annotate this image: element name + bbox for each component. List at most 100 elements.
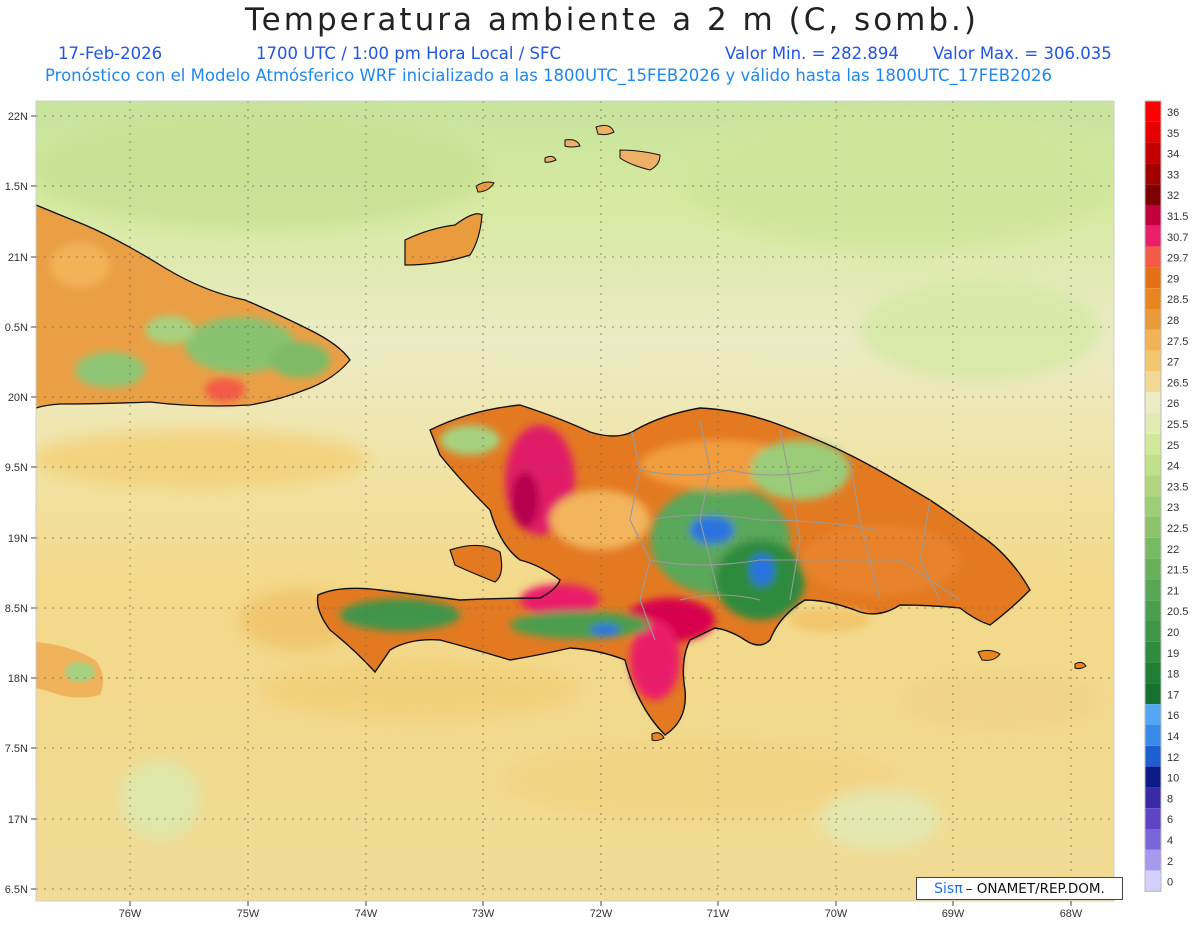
legend-swatch bbox=[1145, 101, 1161, 122]
legend-label: 22 bbox=[1167, 544, 1179, 556]
legend-label: 12 bbox=[1167, 752, 1179, 764]
legend-swatch bbox=[1145, 413, 1161, 434]
legend-swatch bbox=[1145, 121, 1161, 143]
legend-label: 21 bbox=[1167, 585, 1179, 597]
legend-label: 25.5 bbox=[1167, 419, 1188, 431]
map-title: Temperatura ambiente a 2 m (C, somb.) bbox=[245, 2, 979, 38]
legend-label: 26.5 bbox=[1167, 377, 1188, 389]
min-value: Valor Min. = 282.894 bbox=[725, 44, 899, 63]
legend-label: 0 bbox=[1167, 877, 1173, 889]
legend-label: 29.7 bbox=[1167, 253, 1188, 265]
legend-swatch bbox=[1145, 787, 1161, 809]
legend-swatch bbox=[1145, 579, 1161, 601]
turks-caicos-islands bbox=[544, 124, 661, 171]
lon-label: 71W bbox=[707, 908, 730, 920]
legend-label: 33 bbox=[1167, 169, 1179, 181]
legend-swatch bbox=[1145, 205, 1161, 226]
legend-swatch bbox=[1145, 641, 1161, 663]
legend-label: 27.5 bbox=[1167, 336, 1188, 348]
legend-label: 6 bbox=[1167, 814, 1173, 826]
credit-box: Sisπ – ONAMET/REP.DOM. bbox=[916, 877, 1123, 900]
legend-label: 29 bbox=[1167, 273, 1179, 285]
lon-label: 75W bbox=[237, 908, 260, 920]
lon-label: 74W bbox=[355, 908, 378, 920]
axis-ticks bbox=[31, 115, 1072, 906]
hispaniola-landmass bbox=[316, 404, 1031, 736]
legend-swatch bbox=[1145, 371, 1161, 393]
legend-swatch bbox=[1145, 496, 1161, 517]
legend-label: 35 bbox=[1167, 128, 1179, 140]
legend-swatch bbox=[1145, 517, 1161, 538]
lat-label: 22N bbox=[8, 111, 28, 123]
legend-label: 20 bbox=[1167, 627, 1179, 639]
field-layer bbox=[36, 101, 1114, 901]
lat-lon-grid bbox=[36, 101, 1114, 901]
legend-label: 32 bbox=[1167, 190, 1179, 202]
legend-label: 28.5 bbox=[1167, 294, 1188, 306]
legend-swatch bbox=[1145, 600, 1161, 621]
legend-label: 20.5 bbox=[1167, 606, 1188, 618]
legend-swatch bbox=[1145, 870, 1161, 892]
legend-label: 21.5 bbox=[1167, 565, 1188, 577]
legend-label: 16 bbox=[1167, 710, 1179, 722]
legend-swatch bbox=[1145, 454, 1161, 476]
sispi-logo: Sisπ bbox=[934, 880, 963, 897]
legend-label: 30.7 bbox=[1167, 232, 1188, 244]
latitude-labels: 22N 1.5N 21N 0.5N 20N 9.5N 19N 8.5N 18N … bbox=[5, 111, 28, 896]
lat-label: 8.5N bbox=[5, 603, 28, 615]
lon-label: 76W bbox=[119, 908, 142, 920]
legend-swatch bbox=[1145, 537, 1161, 559]
gonave-island bbox=[449, 544, 503, 583]
legend-swatch bbox=[1145, 225, 1161, 247]
beata-island bbox=[651, 732, 665, 742]
legend-swatch bbox=[1145, 329, 1161, 351]
province-boundaries bbox=[629, 419, 961, 641]
legend-label: 36 bbox=[1167, 107, 1179, 119]
small-island bbox=[475, 181, 495, 193]
legend-swatch bbox=[1145, 267, 1161, 289]
lon-label: 68W bbox=[1060, 908, 1083, 920]
legend-swatch bbox=[1145, 683, 1161, 705]
legend-label: 8 bbox=[1167, 793, 1173, 805]
model-run-info: Pronóstico con el Modelo Atmósferico WRF… bbox=[45, 66, 1053, 85]
legend-swatch bbox=[1145, 621, 1161, 642]
legend-swatch bbox=[1145, 829, 1161, 850]
longitude-labels: 76W 75W 74W 73W 72W 71W 70W 69W 68W bbox=[119, 908, 1083, 920]
map-frame bbox=[35, 100, 1115, 902]
inagua-island bbox=[404, 213, 483, 266]
lat-label: 9.5N bbox=[5, 462, 28, 474]
lon-label: 69W bbox=[942, 908, 965, 920]
legend-label: 25 bbox=[1167, 440, 1179, 452]
legend-swatch bbox=[1145, 475, 1161, 497]
lat-label: 1.5N bbox=[5, 181, 28, 193]
lat-label: 0.5N bbox=[5, 322, 28, 334]
legend-swatch bbox=[1145, 745, 1161, 767]
lon-label: 72W bbox=[590, 908, 613, 920]
legend-label: 31.5 bbox=[1167, 211, 1188, 223]
legend-label: 19 bbox=[1167, 648, 1179, 660]
legend-label: 14 bbox=[1167, 731, 1179, 743]
legend-swatch bbox=[1145, 246, 1161, 268]
legend-swatch bbox=[1145, 309, 1161, 330]
lat-label: 7.5N bbox=[5, 743, 28, 755]
valid-time: 1700 UTC / 1:00 pm Hora Local / SFC bbox=[256, 44, 562, 63]
legend-swatch bbox=[1145, 558, 1161, 580]
legend-border bbox=[1144, 100, 1162, 892]
legend-swatch bbox=[1145, 142, 1161, 164]
legend-label: 18 bbox=[1167, 669, 1179, 681]
mona-island bbox=[1074, 661, 1087, 670]
valid-date: 17-Feb-2026 bbox=[58, 44, 163, 63]
legend-swatch bbox=[1145, 662, 1161, 684]
max-value: Valor Max. = 306.035 bbox=[933, 44, 1112, 63]
legend-label: 27 bbox=[1167, 357, 1179, 369]
lat-label: 18N bbox=[8, 673, 28, 685]
legend-label: 10 bbox=[1167, 773, 1179, 785]
cuba-landmass bbox=[36, 204, 351, 409]
saona-island bbox=[977, 649, 1001, 661]
legend-swatch bbox=[1145, 433, 1161, 455]
legend-swatch bbox=[1145, 350, 1161, 372]
jamaica-landmass bbox=[36, 642, 104, 698]
legend-swatch bbox=[1145, 288, 1161, 309]
legend-label: 34 bbox=[1167, 149, 1179, 161]
